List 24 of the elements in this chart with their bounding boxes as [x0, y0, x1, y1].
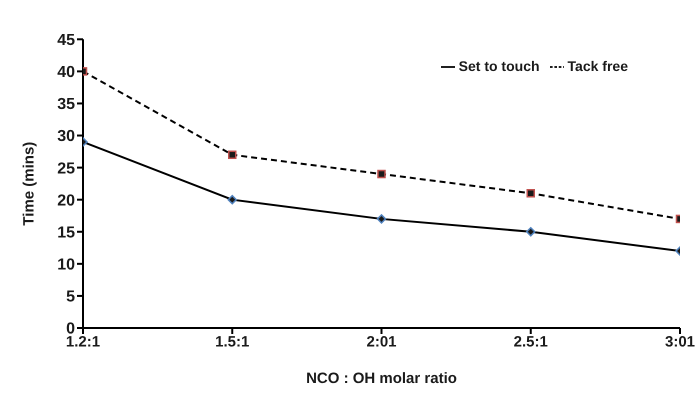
- y-tick-label: 35: [57, 96, 76, 114]
- point: [376, 214, 386, 224]
- y-tick-label: 40: [57, 64, 76, 82]
- x-tick-label: 3:01: [664, 334, 696, 351]
- legend-label: Set to touch: [458, 58, 540, 74]
- point: [228, 150, 236, 160]
- y-tick-label: 5: [66, 288, 76, 306]
- x-axis-title: NCO : OH molar ratio: [306, 370, 457, 387]
- point: [526, 189, 535, 198]
- x-tick-label: 1.5:1: [215, 334, 250, 351]
- y-tick-label: 20: [57, 192, 76, 210]
- y-axis-title: Time (mins): [20, 142, 38, 226]
- point: [377, 170, 386, 178]
- point: [228, 194, 237, 204]
- point: [526, 227, 536, 237]
- x-tick-label: 1.2:1: [66, 334, 100, 351]
- legend-label: Tack free: [568, 58, 628, 74]
- y-tick-label: 25: [57, 160, 76, 178]
- x-tick-label: 2.5:1: [514, 334, 548, 351]
- y-tick-label: 15: [57, 224, 76, 242]
- x-tick-label: 2:01: [366, 334, 397, 351]
- y-tick-label: 10: [57, 256, 76, 274]
- y-tick-label: 30: [57, 128, 76, 146]
- y-tick-label: 45: [57, 32, 76, 49]
